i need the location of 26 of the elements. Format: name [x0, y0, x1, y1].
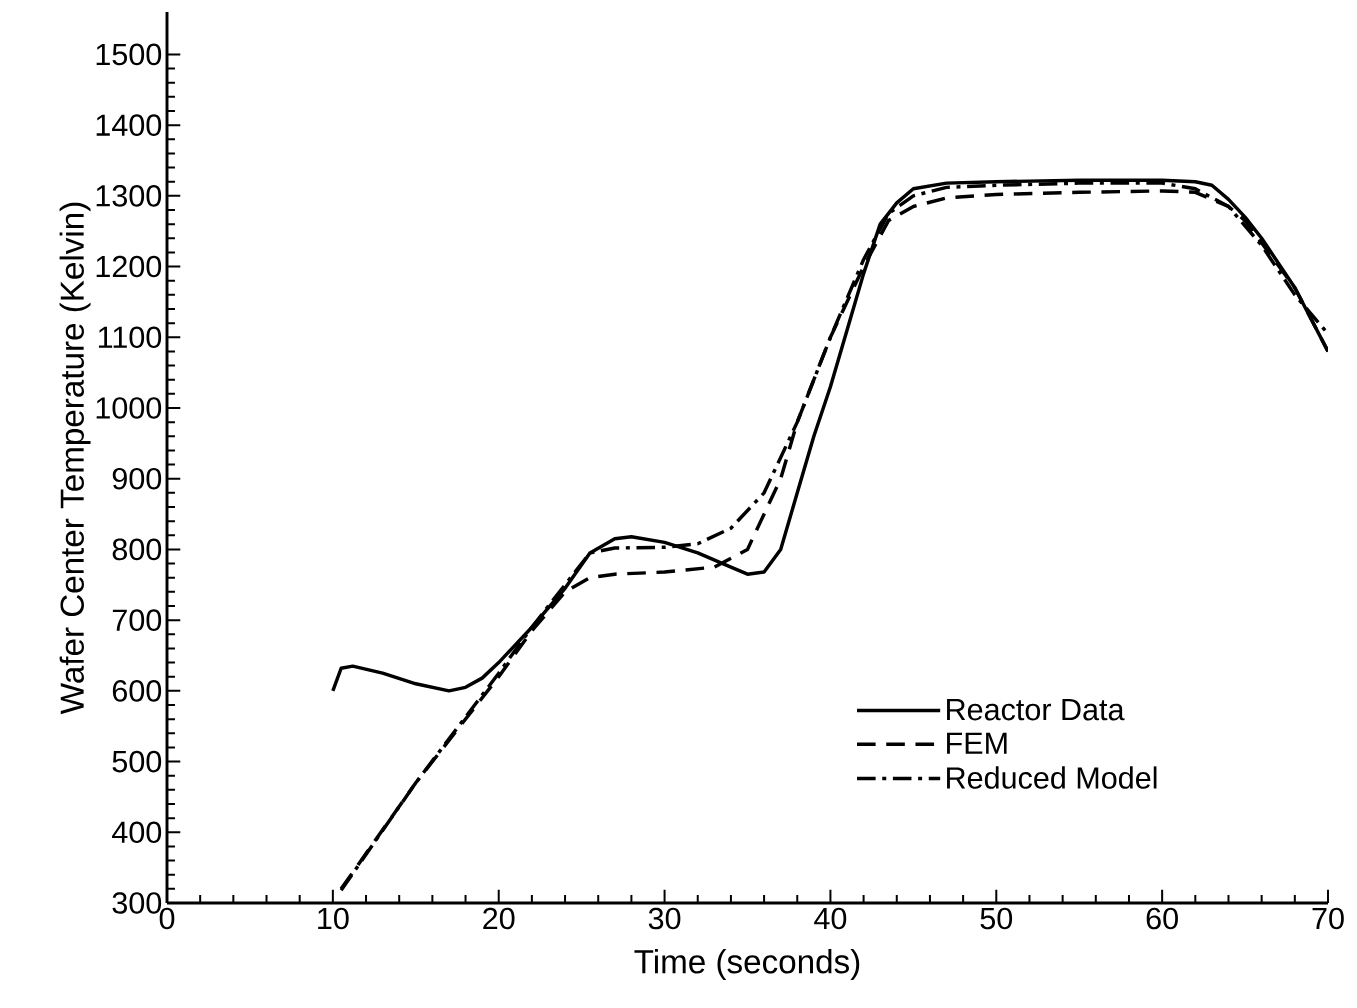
y-tick-label: 500: [112, 750, 162, 773]
y-tick-label: 700: [112, 609, 162, 631]
x-tick-label: 70: [1312, 907, 1344, 930]
y-tick-label: 1300: [96, 185, 162, 207]
y-tick-label: 1400: [96, 114, 162, 136]
legend-label: FEM: [947, 732, 1007, 754]
x-tick-label: 40: [814, 907, 847, 930]
x-tick-label: 0: [159, 907, 175, 930]
legend-label: Reduced Model: [947, 766, 1157, 789]
x-tick-label: 30: [648, 907, 681, 930]
y-tick-label: 1100: [98, 326, 162, 349]
y-tick-label: 600: [112, 680, 162, 702]
y-tick-label: 1000: [96, 397, 162, 419]
x-tick-label: 10: [318, 907, 349, 930]
y-tick-label: 300: [112, 892, 162, 914]
x-tick-label: 20: [483, 907, 515, 930]
y-tick-label: 1200: [96, 255, 162, 278]
legend-label: Reactor Data: [947, 699, 1125, 721]
y-tick-label: 1500: [96, 43, 162, 66]
x-axis-title: Time (seconds): [634, 949, 860, 981]
y-tick-label: 800: [112, 538, 162, 561]
y-tick-label: 900: [112, 467, 162, 490]
y-tick-label: 400: [112, 821, 162, 844]
x-tick-label: 60: [1146, 907, 1178, 930]
y-axis-title: Wafer Center Temperature (Kelvin): [59, 202, 91, 715]
x-tick-label: 50: [980, 907, 1013, 930]
